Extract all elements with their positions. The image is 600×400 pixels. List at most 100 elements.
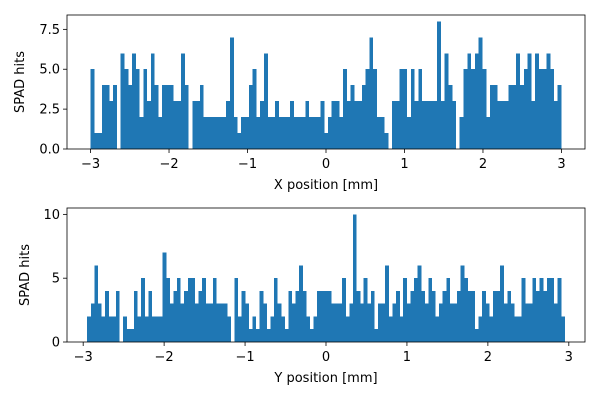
bottom-histogram-bar: [489, 316, 494, 342]
top-histogram-bar: [184, 85, 189, 149]
top-histogram-bar: [474, 53, 479, 149]
top-histogram-bar: [546, 53, 551, 149]
bottom-histogram-bar: [234, 278, 239, 342]
bottom-histogram-bar: [284, 329, 289, 342]
bottom-histogram-bar: [471, 290, 476, 342]
bottom-histogram-bar: [496, 290, 501, 342]
bottom-axis-ticks: −3 −2 −1 0 1 2 3 0 5 10: [43, 208, 573, 365]
bottom-histogram-bar: [299, 265, 303, 342]
top-histogram-bar: [180, 53, 185, 149]
bottom-x-tick-label: 2: [484, 350, 492, 365]
bottom-histogram-bar: [539, 278, 544, 342]
bottom-histogram-bar: [342, 278, 346, 342]
top-histogram-bar: [124, 69, 129, 149]
bottom-histogram-bar: [410, 290, 415, 342]
top-histogram-bars: [90, 21, 562, 150]
bottom-histogram-bar: [317, 290, 321, 342]
top-histogram-bar: [501, 101, 506, 149]
bottom-histogram-bar: [442, 290, 447, 342]
bottom-histogram-bar: [352, 214, 357, 342]
bottom-histogram-bar: [510, 303, 515, 342]
bottom-histogram-bar: [202, 278, 206, 342]
bottom-histogram-bar: [141, 278, 145, 342]
top-histogram-bar: [147, 101, 151, 149]
top-histogram-bar: [354, 101, 359, 149]
top-histogram-bar: [331, 101, 336, 149]
bottom-histogram-bar: [98, 303, 102, 342]
top-histogram-bar: [256, 117, 261, 149]
top-histogram-bar: [358, 101, 362, 149]
top-histogram-bar: [361, 85, 366, 149]
bottom-histogram-bar: [227, 316, 232, 342]
bottom-histogram-bar: [374, 329, 379, 342]
top-histogram-bar: [101, 85, 106, 149]
bottom-histogram-bar: [187, 278, 192, 342]
top-histogram-bar: [312, 117, 317, 149]
bottom-histogram-bar: [521, 278, 526, 342]
top-histogram-bar: [538, 69, 543, 149]
bottom-histogram-bar: [370, 290, 375, 342]
top-histogram-bar: [429, 101, 434, 149]
top-histogram-bar: [369, 37, 374, 150]
top-histogram-bar: [444, 53, 449, 149]
top-histogram-bar: [478, 37, 483, 150]
bottom-histogram-bar: [94, 265, 99, 342]
top-histogram-bar: [339, 117, 344, 149]
bottom-histogram-bar: [320, 290, 325, 342]
top-histogram-bar: [316, 117, 321, 149]
bottom-histogram-bar: [205, 303, 210, 342]
top-y-tick-label: 5.0: [39, 63, 60, 78]
bottom-histogram-bar: [367, 303, 372, 342]
bottom-histogram-bar: [151, 316, 156, 342]
top-histogram-bar: [98, 133, 102, 149]
bottom-histogram-bar: [431, 290, 436, 342]
bottom-histogram-bar: [184, 290, 188, 342]
bottom-histogram-bar: [241, 290, 246, 342]
bottom-histogram-bar: [345, 316, 350, 342]
bottom-histogram-bar: [263, 303, 267, 342]
bottom-histogram-bar: [248, 329, 253, 342]
top-histogram-bar: [241, 117, 246, 149]
top-histogram-bar: [229, 37, 234, 150]
bottom-histogram-bar: [101, 316, 106, 342]
top-histogram-bar: [252, 69, 257, 149]
bottom-histogram-bar: [457, 290, 461, 342]
bottom-histogram-bar: [288, 290, 293, 342]
top-histogram-bar: [406, 117, 411, 149]
top-histogram-bar: [531, 101, 536, 149]
bottom-histogram-bar: [108, 316, 113, 342]
bottom-histogram-bar: [209, 303, 214, 342]
top-histogram-bar: [342, 69, 347, 149]
top-histogram-bar: [346, 101, 351, 149]
bottom-histogram-bar: [191, 278, 196, 342]
bottom-histogram-bar: [478, 316, 483, 342]
top-histogram-bar: [410, 69, 415, 149]
top-histogram-bar: [278, 117, 283, 149]
bottom-histogram-bar: [528, 303, 533, 342]
top-histogram-bar: [305, 101, 310, 149]
bottom-histogram-bar: [273, 278, 278, 342]
bottom-histogram-bar: [252, 316, 257, 342]
bottom-x-tick-label: 0: [322, 350, 330, 365]
top-histogram-bar: [113, 85, 118, 149]
bottom-histogram-bar: [536, 290, 540, 342]
bottom-histogram-bar: [212, 278, 217, 342]
top-histogram-bar: [542, 69, 547, 149]
top-y-tick-label: 7.5: [39, 23, 60, 38]
bottom-histogram-bar: [417, 265, 422, 342]
top-histogram-bar: [422, 101, 426, 149]
top-histogram-bar: [418, 69, 423, 149]
top-x-tick-label: −1: [238, 157, 257, 172]
top-y-tick-label: 2.5: [39, 103, 60, 118]
bottom-histogram-bar: [291, 303, 296, 342]
top-histogram-bar: [90, 69, 95, 149]
top-histogram-bar: [267, 117, 272, 149]
bottom-histogram-bar: [112, 316, 117, 342]
top-histogram-bar: [448, 85, 453, 149]
bottom-histogram-bar: [327, 290, 332, 342]
bottom-histogram-bar: [467, 290, 472, 342]
top-histogram-bar: [467, 53, 472, 149]
bottom-histogram-bar: [553, 303, 558, 342]
bottom-histogram-bar: [550, 278, 555, 342]
top-histogram-bar: [440, 101, 445, 149]
